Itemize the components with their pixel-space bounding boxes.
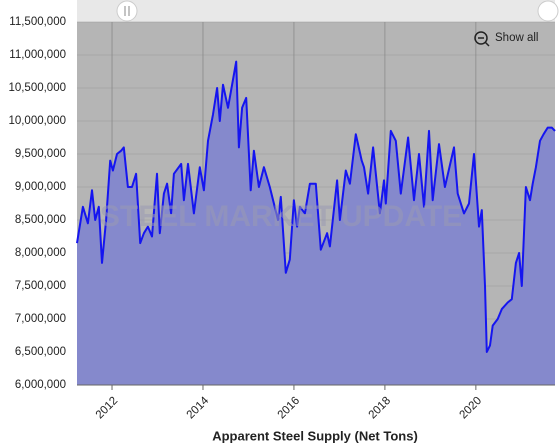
- y-tick-label: 6,000,000: [15, 379, 66, 391]
- y-tick-label: 11,500,000: [9, 16, 66, 28]
- x-tick-label: 2018: [367, 395, 394, 422]
- show-all-button[interactable]: Show all: [474, 31, 538, 47]
- y-tick-label: 10,000,000: [8, 115, 66, 127]
- x-tick-label: 2020: [458, 395, 485, 422]
- y-tick-label: 6,500,000: [15, 346, 66, 358]
- navigator-handle[interactable]: [537, 0, 559, 22]
- y-tick-label: 10,500,000: [8, 82, 66, 94]
- x-axis-title: Apparent Steel Supply (Net Tons): [212, 428, 418, 443]
- y-tick-label: 7,500,000: [15, 280, 66, 292]
- x-tick-label: 2016: [276, 395, 303, 422]
- y-tick-label: 9,500,000: [15, 148, 66, 160]
- show-all-label[interactable]: Show all: [495, 32, 538, 44]
- x-tick-label: 2014: [185, 394, 212, 421]
- zoom-icon-handle: [484, 41, 490, 47]
- y-tick-label: 8,000,000: [15, 247, 66, 259]
- y-tick-label: 8,500,000: [15, 214, 66, 226]
- plot: 6,000,000 6,500,000 7,000,000 7,500,000 8,00…: [8, 16, 556, 422]
- line: [76, 60, 556, 353]
- zoom-icon: [474, 31, 488, 45]
- area: [77, 61, 555, 385]
- x-tick-label: 2012: [94, 395, 121, 422]
- y-tick-label: 11,000,000: [9, 49, 66, 61]
- watermark: STEEL MARKET UPDATE: [100, 200, 462, 233]
- y-tick-label: 7,000,000: [15, 313, 66, 325]
- navigator[interactable]: [77, 0, 555, 22]
- y-tick-label: 9,000,000: [15, 181, 66, 193]
- navigator-handle[interactable]: [116, 0, 138, 22]
